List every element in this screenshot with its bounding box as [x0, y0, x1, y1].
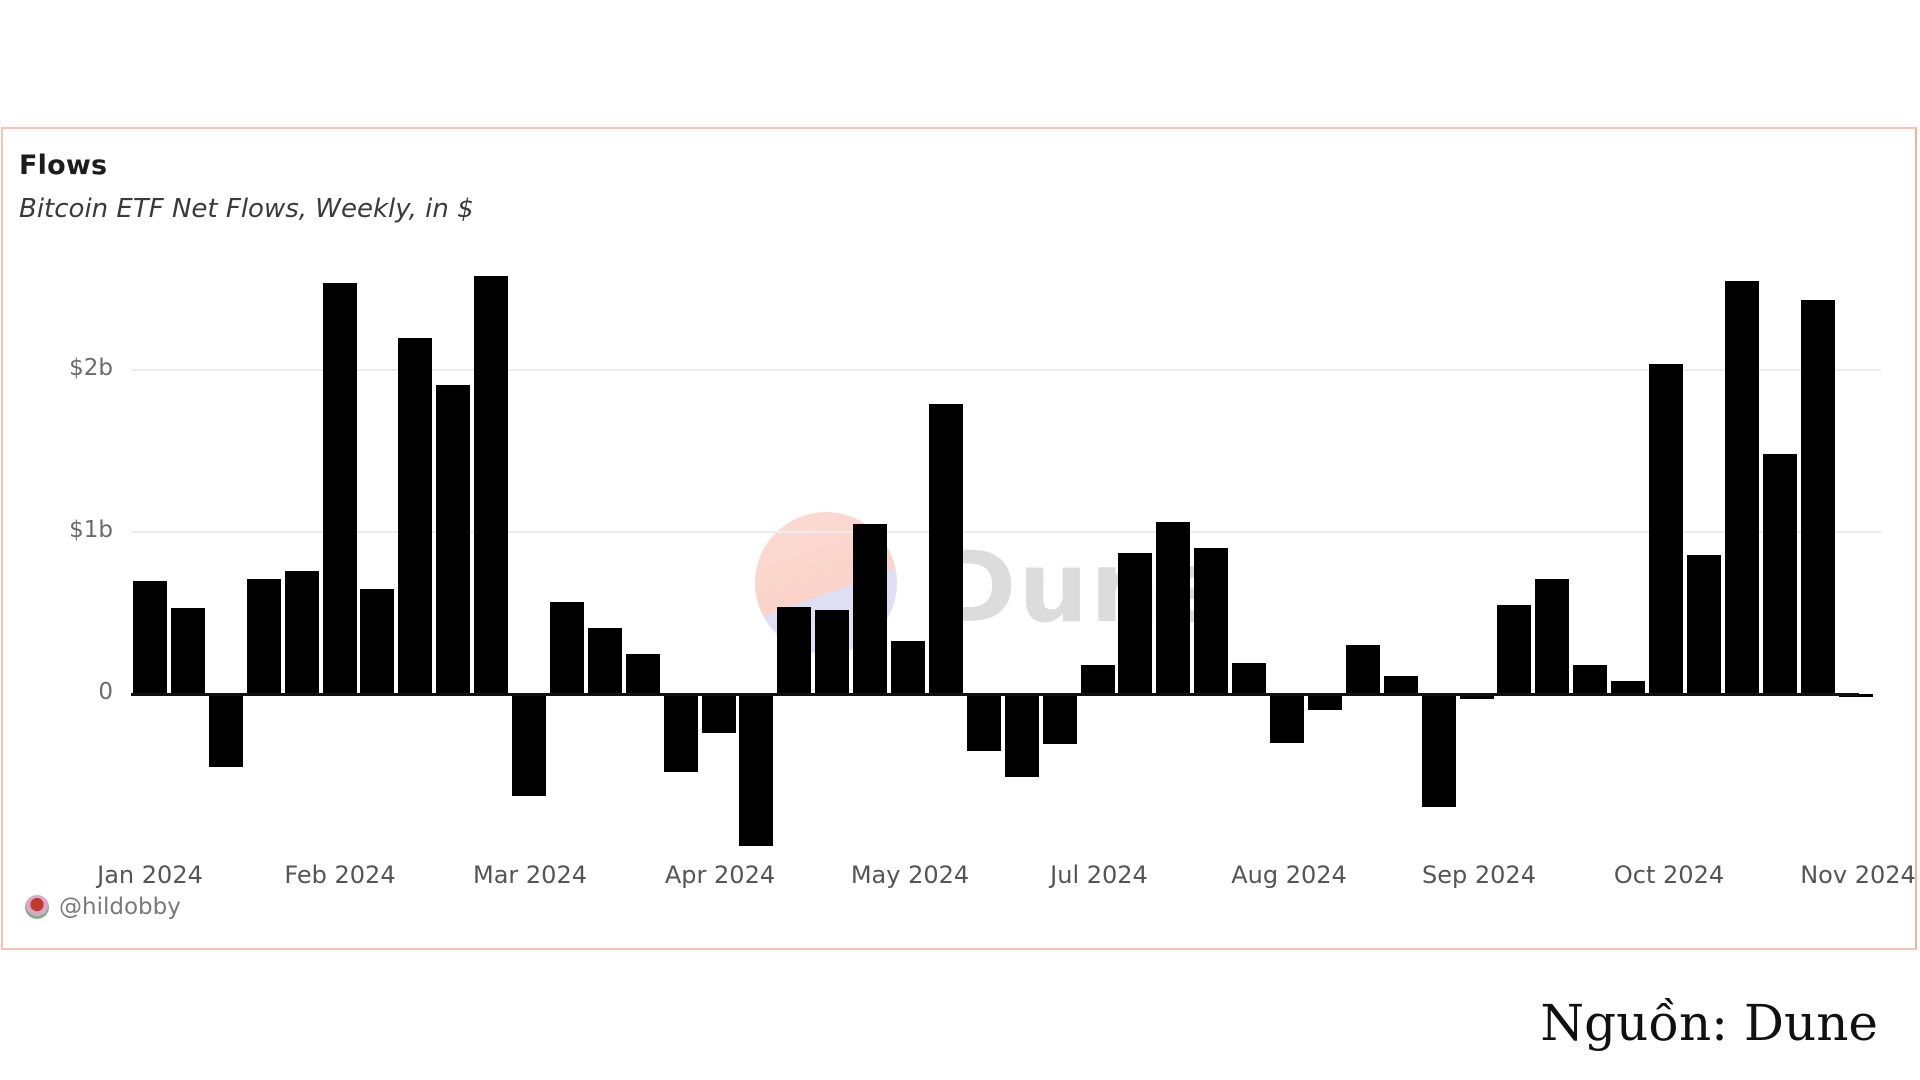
bar[interactable]: [587, 627, 622, 694]
zero-baseline: [131, 693, 1859, 696]
bar[interactable]: [398, 337, 433, 694]
bar[interactable]: [1194, 548, 1229, 694]
bar[interactable]: [777, 606, 812, 694]
bar[interactable]: [436, 384, 471, 694]
gridline: [131, 531, 1881, 533]
bar[interactable]: [284, 570, 319, 694]
bar[interactable]: [1270, 694, 1304, 743]
bar[interactable]: [1611, 681, 1646, 694]
avatar: [25, 895, 49, 919]
bar[interactable]: [1762, 454, 1797, 694]
bar[interactable]: [246, 578, 281, 694]
y-tick-label: 0: [98, 679, 113, 705]
bar[interactable]: [1421, 694, 1456, 808]
plot-area: Dune 0 $1b $2b Jan 2024 Feb 2024 Mar 2024 Apr …: [3, 129, 1919, 952]
x-tick-label: Sep 2024: [1422, 861, 1536, 889]
y-tick-label: $2b: [69, 355, 113, 381]
x-tick-label: Mar 2024: [473, 861, 587, 889]
bar[interactable]: [170, 608, 205, 694]
author-name[interactable]: @hildobby: [59, 894, 181, 920]
bar[interactable]: [1080, 664, 1115, 694]
bar[interactable]: [966, 694, 1001, 751]
bar[interactable]: [208, 694, 243, 767]
bar[interactable]: [1004, 694, 1039, 777]
bar[interactable]: [1535, 578, 1570, 694]
bar[interactable]: [1232, 663, 1267, 694]
bar[interactable]: [512, 694, 546, 797]
bar[interactable]: [701, 694, 736, 733]
bar[interactable]: [1345, 645, 1380, 694]
y-tick-label: $1b: [69, 517, 113, 543]
x-tick-label: Jul 2024: [1050, 861, 1148, 889]
bar[interactable]: [1383, 676, 1418, 694]
bar[interactable]: [474, 276, 509, 694]
bar[interactable]: [1459, 694, 1494, 699]
x-tick-label: Jan 2024: [97, 861, 203, 889]
bar[interactable]: [322, 282, 357, 694]
bar[interactable]: [739, 694, 774, 847]
bar[interactable]: [133, 580, 167, 694]
bar[interactable]: [891, 640, 925, 694]
bar[interactable]: [1724, 280, 1759, 694]
gridline: [131, 369, 1881, 371]
x-tick-label: Nov 2024: [1800, 861, 1916, 889]
bar[interactable]: [1156, 522, 1191, 694]
x-tick-label: Apr 2024: [664, 861, 776, 889]
bar[interactable]: [1800, 300, 1835, 694]
bar[interactable]: [1118, 553, 1153, 694]
bar[interactable]: [928, 404, 963, 694]
bar[interactable]: [1497, 604, 1532, 694]
chart-card: Flows Bitcoin ETF Net Flows, Weekly, in …: [1, 127, 1917, 950]
bar[interactable]: [1649, 363, 1683, 694]
bar[interactable]: [815, 609, 850, 694]
bar[interactable]: [549, 601, 584, 694]
x-tick-label: Feb 2024: [284, 861, 396, 889]
bar[interactable]: [853, 523, 888, 694]
chart-title: Flows: [19, 150, 108, 181]
bar[interactable]: [1307, 694, 1342, 711]
bar[interactable]: [663, 694, 698, 772]
x-tick-label: Aug 2024: [1231, 861, 1347, 889]
bar[interactable]: [1042, 694, 1077, 745]
chart-subtitle: Bitcoin ETF Net Flows, Weekly, in $: [19, 194, 474, 224]
source-caption: Nguồn: Dune: [1540, 994, 1878, 1052]
bar[interactable]: [360, 588, 395, 694]
bar[interactable]: [625, 653, 660, 694]
x-tick-label: Oct 2024: [1613, 861, 1725, 889]
bar[interactable]: [1686, 554, 1721, 694]
x-tick-label: May 2024: [850, 861, 970, 889]
bar[interactable]: [1573, 664, 1608, 694]
author-attribution[interactable]: @hildobby: [25, 894, 181, 920]
